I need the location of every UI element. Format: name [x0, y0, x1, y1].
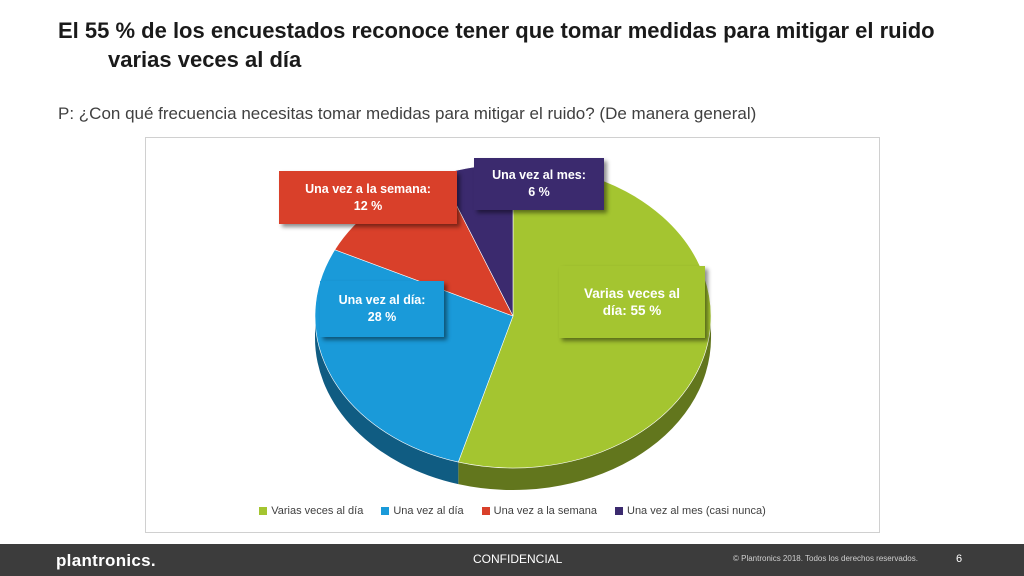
legend-item-0: Varias veces al día [259, 505, 363, 517]
data-label-semana: Una vez a la semana: 12 % [279, 171, 457, 224]
data-label-una-vez-dia: Una vez al día: 28 % [320, 281, 444, 337]
legend-item-2: Una vez a la semana [481, 505, 597, 517]
data-label-dia-line2: 28 % [367, 310, 397, 324]
data-label-varias-line1: Varias veces al [583, 286, 681, 301]
legend-item-1: Una vez al día [381, 505, 464, 517]
data-label-varias-line2: día: 55 % [602, 303, 662, 318]
legend-label-0: Varias veces al día [271, 505, 364, 517]
title-line-1: El 55 % de los encuestados reconoce tene… [58, 18, 935, 43]
slide-title: El 55 % de los encuestados reconoce tene… [58, 16, 978, 74]
data-label-mes: Una vez al mes: 6 % [474, 158, 604, 210]
pie-chart: Varias veces al día: 55 % Una vez al día… [145, 137, 880, 533]
legend-item-3: Una vez al mes (casi nunca) [615, 505, 766, 517]
pie-side-0 [458, 316, 711, 490]
data-label-semana-line1: Una vez a la semana: [305, 181, 431, 196]
data-label-semana-line2: 12 % [353, 198, 383, 213]
legend-label-2: Una vez a la semana [493, 505, 597, 517]
page-number: 6 [956, 553, 963, 565]
brand-logo: plantronics. [56, 551, 156, 570]
confidential-label: CONFIDENCIAL [473, 552, 563, 566]
footer-bar: plantronics. CONFIDENCIAL © Plantronics … [0, 544, 1024, 576]
legend-swatch-1 [381, 507, 390, 515]
data-label-dia-line1: Una vez al día: [338, 293, 426, 307]
data-label-mes-line2: 6 % [528, 185, 550, 199]
title-line-2: varias veces al día [108, 47, 302, 72]
legend-label-3: Una vez al mes (casi nunca) [627, 505, 766, 517]
pie-side-1 [315, 316, 459, 485]
question-subtitle: P: ¿Con qué frecuencia necesitas tomar m… [58, 104, 757, 123]
copyright-text: © Plantronics 2018. Todos los derechos r… [733, 554, 918, 563]
legend-swatch-2 [481, 507, 490, 515]
legend-swatch-0 [259, 507, 268, 515]
legend-label-1: Una vez al día [393, 505, 464, 517]
chart-legend: Varias veces al día Una vez al día Una vez… [146, 505, 879, 517]
data-label-varias: Varias veces al día: 55 % [559, 266, 705, 338]
data-label-mes-line1: Una vez al mes: [492, 168, 586, 182]
legend-swatch-3 [615, 507, 623, 515]
